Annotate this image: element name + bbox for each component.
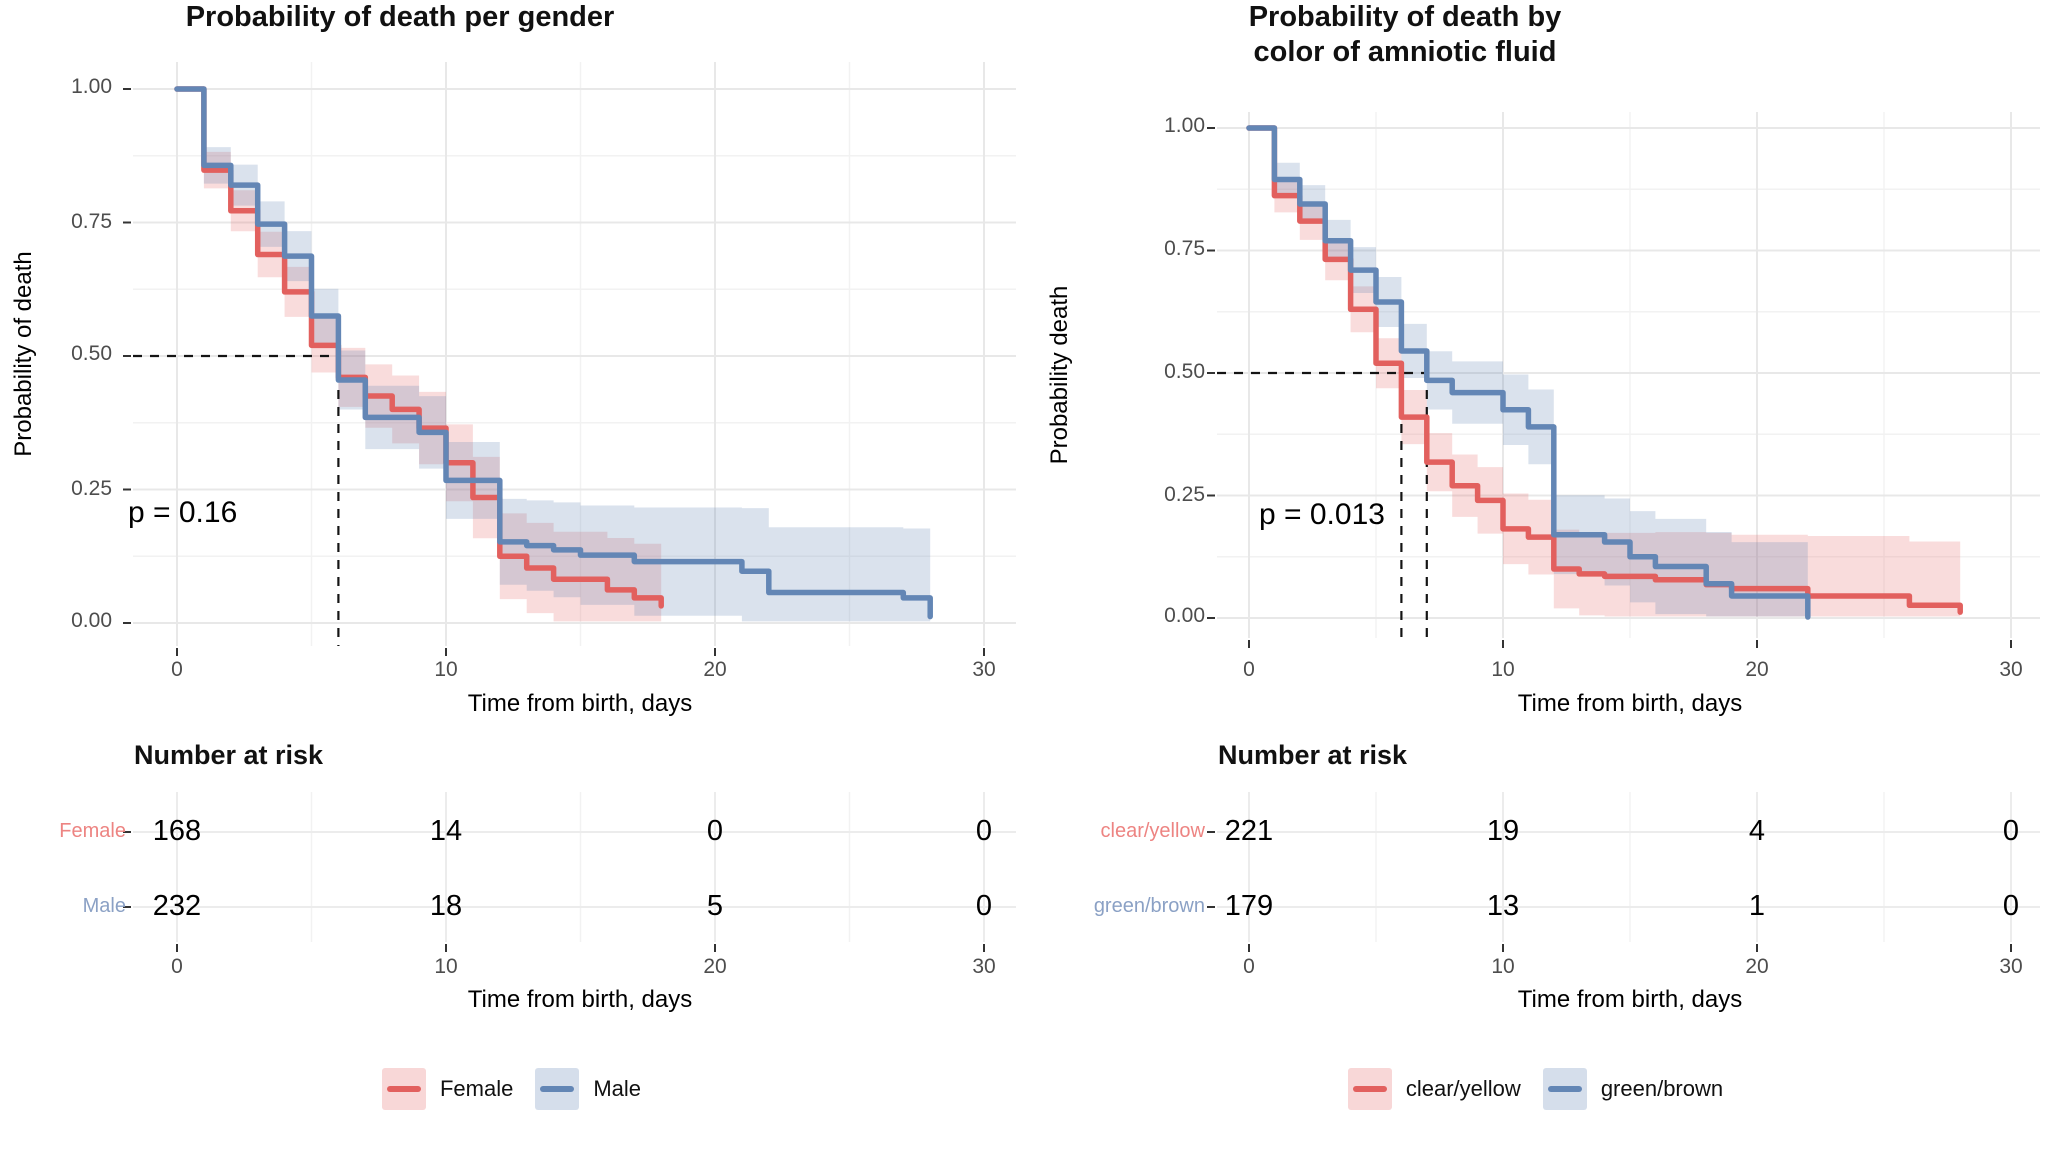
risk-count: 4 xyxy=(1748,815,1766,847)
risk-count: 0 xyxy=(706,815,724,847)
x-tick-label: 0 xyxy=(171,658,183,681)
x-tick-label: 0 xyxy=(1243,658,1255,681)
risk-count: 0 xyxy=(975,890,993,922)
chart-title-line1: Probability of death by xyxy=(1248,1,1562,33)
female-line-icon xyxy=(386,1086,421,1092)
y-tick-label: 1.00 xyxy=(1164,114,1205,137)
y-tick-label: 0.00 xyxy=(71,609,112,632)
risk-count: 19 xyxy=(1486,815,1520,847)
x-tick-label: 10 xyxy=(1491,658,1515,681)
x-axis-title: Time from birth, days xyxy=(1517,690,1743,717)
panel-gender: Probability of death per gender Probabil… xyxy=(0,0,1023,1152)
risk-table-title: Number at risk xyxy=(1218,740,1408,770)
y-tick-label: 0.25 xyxy=(71,477,112,500)
x-tick-label: 30 xyxy=(972,658,996,681)
risk-x-tick-label: 10 xyxy=(434,955,458,978)
x-tick-label: 10 xyxy=(434,658,458,681)
green-brown-line-icon xyxy=(1547,1086,1582,1092)
legend-item-green-brown: green/brown xyxy=(1542,1068,1724,1110)
legend-label: green/brown xyxy=(1600,1076,1724,1101)
male-line-icon xyxy=(540,1086,575,1092)
y-axis-title: Probability death xyxy=(1046,285,1073,465)
x-tick-label: 20 xyxy=(703,658,727,681)
risk-count: 14 xyxy=(429,815,463,847)
risk-x-tick-label: 0 xyxy=(171,955,183,978)
clear-yellow-line-icon xyxy=(1352,1086,1387,1092)
survival-plot-gender-canvas xyxy=(123,62,1016,952)
risk-x-axis-title: Time from birth, days xyxy=(1517,986,1743,1013)
male-ribbon-swatch-icon xyxy=(535,1068,580,1110)
risk-row-label-male: Male xyxy=(82,895,126,917)
risk-count: 18 xyxy=(429,890,463,922)
risk-x-axis-title: Time from birth, days xyxy=(467,986,693,1013)
pvalue-annotation: p = 0.013 xyxy=(1259,498,1385,531)
legend-gender: Female Male xyxy=(0,1068,1023,1110)
risk-x-tick-label: 30 xyxy=(972,955,996,978)
risk-x-tick-label: 30 xyxy=(1999,955,2023,978)
y-tick-label: 0.75 xyxy=(71,210,112,233)
x-tick-label: 30 xyxy=(1999,658,2023,681)
risk-x-tick-label: 10 xyxy=(1491,955,1515,978)
risk-count: 13 xyxy=(1486,890,1520,922)
legend-item-female: Female xyxy=(381,1068,514,1110)
legend-item-male: Male xyxy=(535,1068,641,1110)
y-tick-label: 0.75 xyxy=(1164,237,1205,260)
y-tick-label: 0.00 xyxy=(1164,604,1205,627)
risk-row-label-clear-yellow: clear/yellow xyxy=(1100,820,1205,842)
green-brown-ribbon-swatch-icon xyxy=(1542,1068,1587,1110)
clear-yellow-ribbon-swatch-icon xyxy=(1347,1068,1392,1110)
risk-count: 221 xyxy=(1224,815,1274,847)
risk-x-tick-label: 0 xyxy=(1243,955,1255,978)
risk-row-label-green-brown: green/brown xyxy=(1093,895,1205,917)
y-tick-label: 1.00 xyxy=(71,75,112,98)
y-tick-label: 0.50 xyxy=(71,342,112,365)
pvalue-annotation: p = 0.16 xyxy=(128,496,238,529)
risk-count: 179 xyxy=(1224,890,1274,922)
risk-count: 0 xyxy=(2002,890,2020,922)
chart-title: Probability of death by color of amnioti… xyxy=(1024,0,1786,70)
legend-item-clear-yellow: clear/yellow xyxy=(1347,1068,1521,1110)
panel-amniotic-fluid: Probability of death by color of amnioti… xyxy=(1024,0,2047,1152)
risk-row-label-female: Female xyxy=(59,820,126,842)
risk-x-tick-label: 20 xyxy=(1745,955,1769,978)
risk-count: 0 xyxy=(2002,815,2020,847)
risk-count: 1 xyxy=(1748,890,1766,922)
chart-title: Probability of death per gender xyxy=(185,1,615,33)
x-tick-label: 20 xyxy=(1745,658,1769,681)
legend-fluid: clear/yellow green/brown xyxy=(1024,1068,2047,1110)
survival-plot-fluid-canvas xyxy=(1207,112,2040,952)
legend-label: clear/yellow xyxy=(1405,1076,1521,1101)
risk-count: 0 xyxy=(975,815,993,847)
y-tick-label: 0.50 xyxy=(1164,360,1205,383)
legend-label: Male xyxy=(593,1076,642,1101)
female-ribbon-swatch-icon xyxy=(381,1068,426,1110)
y-tick-label: 0.25 xyxy=(1164,483,1205,506)
legend-label: Female xyxy=(439,1076,514,1101)
risk-count: 168 xyxy=(152,815,202,847)
x-axis-title: Time from birth, days xyxy=(467,690,693,717)
risk-count: 232 xyxy=(152,890,202,922)
risk-x-tick-label: 20 xyxy=(703,955,727,978)
risk-count: 5 xyxy=(706,890,724,922)
risk-table-title: Number at risk xyxy=(134,740,324,770)
chart-title-line2: color of amniotic fluid xyxy=(1253,36,1557,68)
